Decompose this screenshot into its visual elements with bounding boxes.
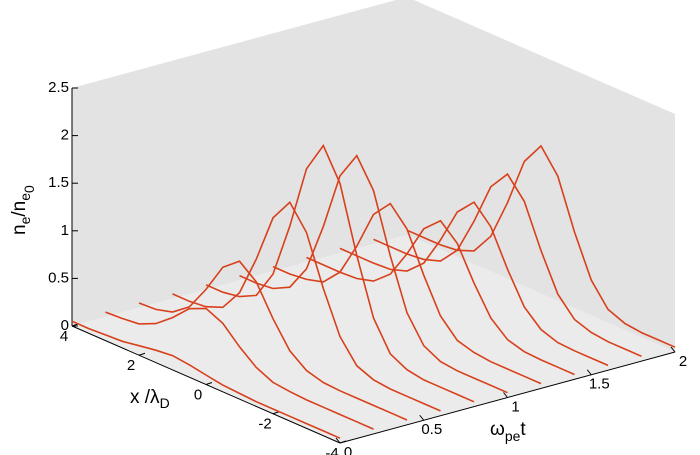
t-tick <box>503 392 508 398</box>
back-wall-right <box>407 0 675 352</box>
x-tick-label: 4 <box>60 328 68 345</box>
profile-line <box>339 201 609 367</box>
profile-line <box>71 320 341 439</box>
t-tick-label: 2 <box>679 353 687 370</box>
x-tick <box>339 440 347 444</box>
t-tick-label: 0 <box>344 444 352 455</box>
t-tick-label: 0.5 <box>421 421 442 438</box>
t-tick-label: 1 <box>511 398 519 415</box>
profile-line <box>105 307 374 430</box>
z-tick-label: 0 <box>61 317 69 334</box>
profile-line <box>205 144 475 403</box>
z-tick-label: 1 <box>61 222 69 239</box>
x-tick <box>138 352 146 356</box>
t-tick-label: 1.5 <box>589 376 610 393</box>
z-axis-label: ne/ne0 <box>9 185 37 235</box>
profile-line <box>406 144 676 348</box>
profile-line <box>172 201 441 412</box>
x-tick-label: 2 <box>127 357 135 374</box>
z-tick-label: 1.5 <box>48 174 69 191</box>
t-tick <box>586 369 592 376</box>
t-tick <box>670 346 676 353</box>
x-tick-label: -4 <box>325 445 338 455</box>
x-tick <box>71 323 79 327</box>
x-axis-label: x /λD <box>130 387 170 411</box>
z-tick-label: 2.5 <box>48 79 69 96</box>
axes-box <box>71 0 676 444</box>
z-tick-label: 0.5 <box>48 269 69 286</box>
t-tick <box>335 437 341 444</box>
x-tick <box>272 411 280 415</box>
x-tick-label: 0 <box>194 386 202 403</box>
profile-line <box>306 219 575 376</box>
floor <box>72 235 675 443</box>
t-axis-label: ωpet <box>490 419 526 444</box>
profile-line <box>239 154 508 394</box>
t-tick <box>419 414 425 421</box>
x-tick-label: -2 <box>258 416 271 433</box>
x-tick <box>205 382 213 385</box>
back-wall-left <box>72 0 407 326</box>
profile-line <box>272 202 542 385</box>
z-tick-label: 2 <box>61 127 69 144</box>
profile-line <box>138 260 408 421</box>
